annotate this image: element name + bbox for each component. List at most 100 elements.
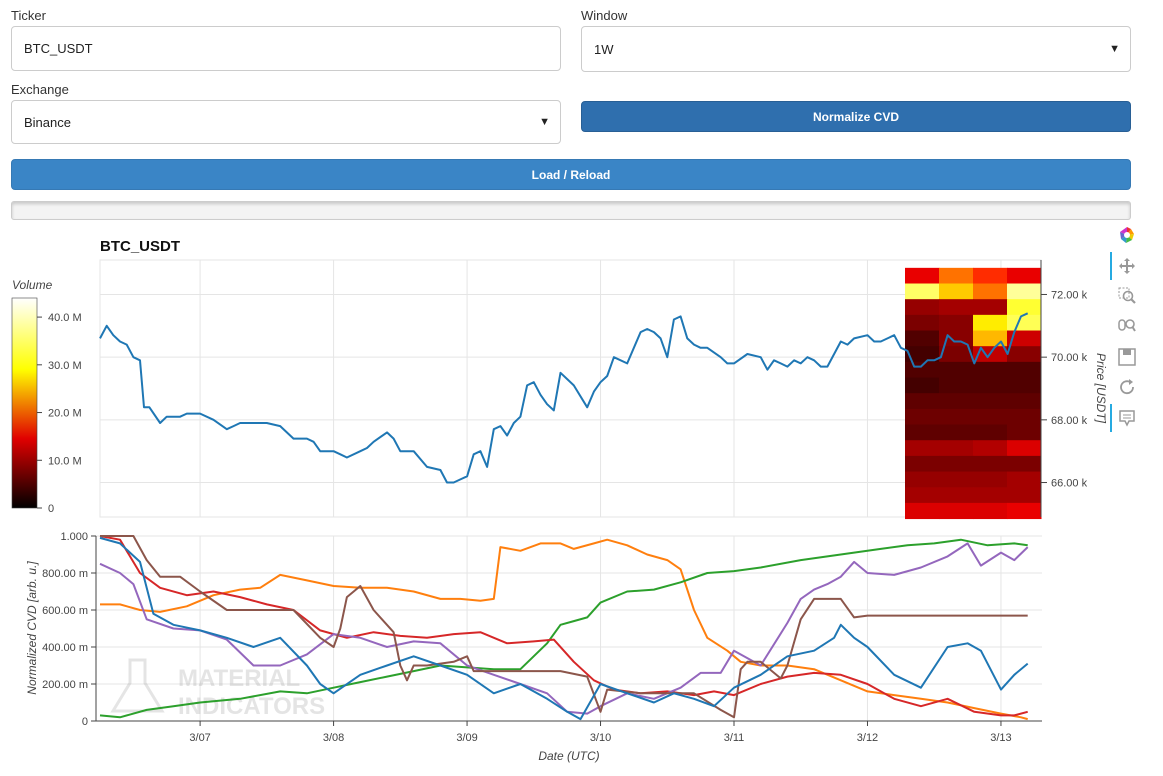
watermark-text-1: MATERIAL	[178, 665, 300, 692]
heatmap-cell	[939, 393, 974, 410]
heatmap-cell	[1007, 502, 1042, 520]
heatmap-cell	[905, 330, 940, 347]
wheel-zoom-icon[interactable]	[1118, 317, 1136, 335]
ticker-input[interactable]: BTC_USDT	[11, 26, 561, 71]
chevron-down-icon: ▼	[539, 116, 550, 128]
colorbar-tick-label: 0	[48, 503, 54, 515]
heatmap-cell	[973, 471, 1008, 488]
heatmap-cell	[905, 314, 940, 332]
heatmap-cell	[939, 361, 974, 379]
cvd-y-axis-label: Normalized CVD [arb. u.]	[25, 561, 39, 695]
bokeh-logo-icon[interactable]	[1118, 226, 1136, 244]
heatmap-cell	[905, 393, 940, 410]
cvd-line-series-2	[99, 538, 1028, 719]
heatmap-cell	[905, 502, 940, 520]
heatmap-cell	[973, 455, 1008, 473]
cvd-x-tick-label: 3/07	[189, 732, 210, 744]
reset-icon[interactable]	[1118, 378, 1136, 396]
cvd-x-axis-label: Date (UTC)	[538, 749, 599, 763]
heatmap-cell	[973, 502, 1008, 520]
heatmap-cell	[905, 408, 940, 426]
ticker-label: Ticker	[11, 8, 46, 23]
cvd-x-axis-ticks: 3/07 3/08 3/09 3/10 3/11 3/12 3/13	[189, 721, 1012, 744]
heatmap-cell	[905, 346, 940, 363]
cvd-series-lines	[99, 535, 1029, 721]
heatmap-cell	[1007, 267, 1042, 285]
heatmap-cell	[939, 377, 974, 394]
window-select[interactable]: 1W ▼	[581, 26, 1131, 72]
cvd-line-series-6	[99, 536, 1029, 721]
heatmap-cell	[939, 267, 974, 285]
normalize-cvd-label: Normalize CVD	[812, 109, 900, 124]
heatmap-cell	[939, 299, 974, 316]
price-line	[99, 312, 1029, 484]
progress-bar	[11, 201, 1131, 220]
pan-icon[interactable]	[1118, 257, 1136, 275]
cvd-line-series-5	[100, 535, 1028, 719]
heatmap-cell	[905, 283, 940, 300]
active-tool-indicator	[1110, 252, 1112, 280]
price-chart[interactable]: BTC_USDT 66.00 k 68.00 k 70.00 k 72.00 k Pr…	[99, 238, 1108, 520]
heatmap-cell	[905, 424, 940, 441]
cvd-y-tick-label: 1.000	[60, 531, 88, 543]
heatmap-cell	[939, 440, 974, 457]
colorbar-title: Volume	[12, 278, 53, 292]
heatmap-cell	[1007, 346, 1042, 363]
heatmap-cell	[1007, 455, 1042, 473]
save-icon[interactable]	[1118, 348, 1136, 366]
cvd-y-tick-label: 400.00 m	[42, 642, 88, 654]
colorbar-tick-label: 10.0 M	[48, 455, 82, 467]
cvd-x-tick-label: 3/11	[724, 732, 745, 744]
cvd-line-series-1	[100, 538, 1028, 721]
heatmap-cell	[905, 299, 940, 316]
price-tick-label: 70.00 k	[1051, 352, 1088, 364]
load-reload-button[interactable]: Load / Reload	[11, 159, 1131, 190]
cvd-y-tick-label: 800.00 m	[42, 568, 88, 580]
exchange-select[interactable]: Binance ▼	[11, 100, 561, 144]
heatmap-cell	[1007, 487, 1042, 504]
volume-heatmap	[905, 267, 1042, 520]
cvd-x-tick-label: 3/12	[857, 732, 878, 744]
price-tick-label: 66.00 k	[1051, 478, 1088, 490]
heatmap-cell	[973, 299, 1008, 316]
normalize-cvd-button[interactable]: Normalize CVD	[581, 101, 1131, 132]
material-indicators-watermark: MATERIAL INDICATORS	[110, 658, 325, 720]
heatmap-cell	[939, 487, 974, 504]
heatmap-cell	[939, 455, 974, 473]
heatmap-cell	[939, 283, 974, 300]
window-label: Window	[581, 8, 628, 23]
heatmap-cell	[1007, 408, 1042, 426]
heatmap-cell	[973, 408, 1008, 426]
heatmap-cell	[1007, 283, 1042, 300]
cvd-chart[interactable]: MATERIAL INDICATORS 0 200.00 m 400.00 m 600…	[25, 531, 1042, 763]
cvd-x-tick-label: 3/09	[456, 732, 477, 744]
cvd-x-tick-label: 3/13	[990, 732, 1011, 744]
heatmap-cell	[973, 361, 1008, 379]
heatmap-cell	[973, 267, 1008, 285]
heatmap-cell	[939, 408, 974, 426]
hover-icon[interactable]	[1118, 409, 1136, 427]
heatmap-cell	[973, 283, 1008, 300]
heatmap-cell	[1007, 314, 1042, 332]
price-grid	[100, 260, 1041, 517]
heatmap-cell	[939, 502, 974, 520]
heatmap-cell	[905, 377, 940, 394]
colorbar-gradient	[11, 297, 38, 509]
heatmap-cell	[1007, 377, 1042, 394]
price-axis-label: Price [USDT]	[1094, 353, 1108, 424]
heatmap-cell	[973, 487, 1008, 504]
heatmap-cell	[939, 471, 974, 488]
price-axis-ticks: 66.00 k 68.00 k 70.00 k 72.00 k	[1041, 289, 1088, 490]
heatmap-cell	[1007, 330, 1042, 347]
price-tick-label: 68.00 k	[1051, 415, 1088, 427]
chevron-down-icon: ▼	[1109, 43, 1120, 55]
heatmap-cell	[905, 471, 940, 488]
box-zoom-icon[interactable]	[1118, 287, 1136, 305]
load-reload-label: Load / Reload	[531, 167, 611, 182]
window-select-value: 1W	[594, 41, 614, 57]
heatmap-cell	[905, 455, 940, 473]
active-inspector-indicator	[1110, 404, 1112, 432]
colorbar-tick-label: 20.0 M	[48, 408, 82, 420]
price-plot-frame	[99, 259, 1042, 518]
heatmap-cell	[1007, 471, 1042, 488]
